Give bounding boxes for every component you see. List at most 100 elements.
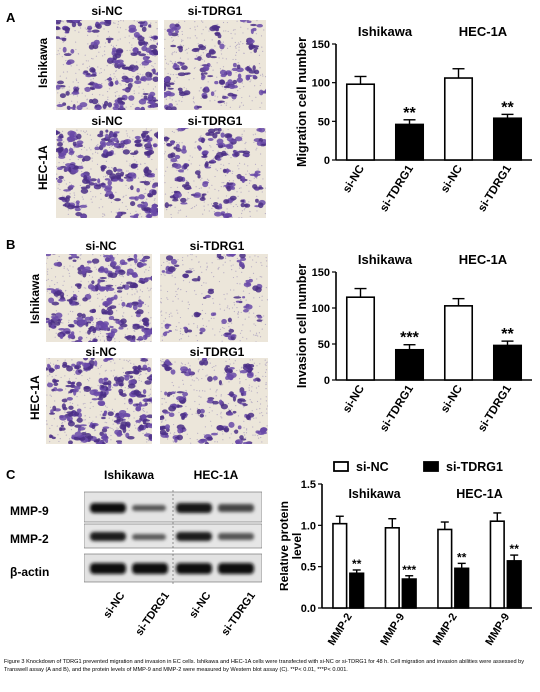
micrograph-pore bbox=[141, 408, 143, 410]
micrograph-cell bbox=[56, 148, 63, 153]
micrograph-pore bbox=[83, 370, 85, 372]
micrograph-pore bbox=[188, 303, 190, 306]
micrograph-cell bbox=[219, 43, 225, 50]
micrograph-pore bbox=[129, 149, 132, 152]
micrograph-pore bbox=[238, 187, 241, 189]
micrograph-cell bbox=[130, 201, 136, 207]
micrograph-cell bbox=[103, 20, 112, 27]
micrograph-pore bbox=[256, 278, 258, 280]
micrograph-pore bbox=[149, 388, 152, 390]
micrograph-pore bbox=[102, 335, 104, 337]
micrograph-cell bbox=[234, 151, 240, 157]
micrograph-cell bbox=[103, 377, 109, 381]
y-tick-label: 0.0 bbox=[301, 603, 316, 615]
micrograph-pore bbox=[57, 297, 59, 299]
micrograph-cell bbox=[96, 106, 101, 110]
micrograph-pore bbox=[166, 438, 169, 440]
micrograph-cell bbox=[101, 427, 108, 433]
micrograph-cell bbox=[69, 381, 76, 385]
micrograph-pore bbox=[76, 79, 78, 82]
micrograph-pore bbox=[103, 340, 106, 342]
micrograph-pore bbox=[185, 405, 187, 408]
micrograph-pore bbox=[232, 170, 234, 172]
micrograph-cell bbox=[207, 128, 216, 134]
micrograph-pore bbox=[221, 340, 223, 342]
micrograph-cell bbox=[119, 383, 124, 387]
micrograph-cell bbox=[176, 404, 183, 408]
micrograph-cell bbox=[137, 36, 145, 42]
micrograph-pore bbox=[117, 428, 119, 430]
micrograph-pore bbox=[248, 201, 250, 203]
micrograph-cell bbox=[174, 154, 181, 160]
micrograph-cell bbox=[113, 383, 119, 387]
micrograph-pore bbox=[129, 136, 131, 138]
micrograph-pore bbox=[90, 198, 92, 200]
micrograph-pore bbox=[49, 292, 51, 294]
micrograph-cell bbox=[84, 266, 91, 271]
micrograph-pore bbox=[82, 198, 84, 200]
micrograph-pore bbox=[98, 335, 100, 338]
micrograph-pore bbox=[102, 103, 104, 105]
blot-protein-mmp9: MMP-9 bbox=[10, 504, 49, 518]
micrograph-pore bbox=[120, 386, 122, 389]
micrograph-cell bbox=[143, 201, 149, 208]
micrograph-pore bbox=[97, 102, 100, 105]
micrograph-pore bbox=[253, 323, 255, 325]
micrograph-pore bbox=[65, 60, 67, 62]
micrograph-cell bbox=[222, 213, 230, 217]
micrograph-cell bbox=[100, 390, 104, 396]
micrograph-pore bbox=[122, 20, 125, 22]
micrograph-pore bbox=[94, 429, 97, 431]
micrograph-pore bbox=[213, 317, 215, 319]
micrograph-pore bbox=[141, 146, 144, 148]
micrograph-pore bbox=[126, 293, 129, 295]
micrograph-cell bbox=[134, 80, 142, 85]
micrograph-pore bbox=[68, 378, 71, 380]
micrograph-pore bbox=[255, 375, 257, 377]
micrograph-cell bbox=[69, 325, 75, 328]
micrograph-pore bbox=[228, 381, 230, 383]
micrograph-pore bbox=[222, 66, 225, 68]
micrograph-pore bbox=[81, 170, 83, 173]
micrograph-pore bbox=[198, 369, 200, 371]
panel-a-col-label-sinc: si-NC bbox=[91, 4, 123, 18]
micrograph-pore bbox=[153, 40, 155, 42]
micrograph-pore bbox=[223, 309, 226, 311]
panel-a-row-label-hec1a: HEC-1A bbox=[36, 145, 50, 190]
micrograph-cell bbox=[181, 416, 185, 420]
micrograph-pore bbox=[90, 149, 92, 151]
micrograph-pore bbox=[215, 23, 217, 26]
micrograph-pore bbox=[101, 82, 103, 85]
micrograph-pore bbox=[86, 378, 89, 381]
micrograph-pore bbox=[136, 20, 138, 23]
micrograph-cell bbox=[57, 141, 63, 147]
micrograph-pore bbox=[164, 317, 167, 320]
micrograph-pore bbox=[205, 26, 207, 28]
micrograph-pore bbox=[152, 178, 154, 181]
micrograph-pore bbox=[130, 264, 132, 266]
micrograph-pore bbox=[190, 375, 192, 378]
micrograph-pore bbox=[117, 254, 119, 256]
micrograph-pore bbox=[117, 39, 119, 41]
x-tick-label: si-NC bbox=[341, 383, 367, 415]
micrograph-pore bbox=[142, 409, 144, 412]
micrograph-pore bbox=[129, 163, 131, 165]
micrograph-pore bbox=[229, 363, 231, 365]
micrograph-pore bbox=[85, 204, 87, 206]
micrograph-cell bbox=[49, 412, 56, 415]
micrograph-pore bbox=[116, 78, 118, 80]
micrograph-pore bbox=[126, 208, 129, 211]
micrograph-pore bbox=[226, 208, 228, 210]
micrograph-cell bbox=[210, 312, 215, 317]
micrograph-pore bbox=[118, 325, 121, 328]
micrograph-pore bbox=[181, 100, 183, 103]
micrograph-pore bbox=[237, 62, 239, 64]
micrograph-pore bbox=[189, 408, 192, 410]
micrograph-pore bbox=[99, 94, 101, 96]
micrograph-pore bbox=[172, 300, 174, 302]
micrograph-cell bbox=[257, 315, 263, 319]
micrograph-pore bbox=[115, 44, 118, 47]
micrograph-pore bbox=[82, 63, 84, 65]
micrograph-pore bbox=[224, 261, 226, 263]
